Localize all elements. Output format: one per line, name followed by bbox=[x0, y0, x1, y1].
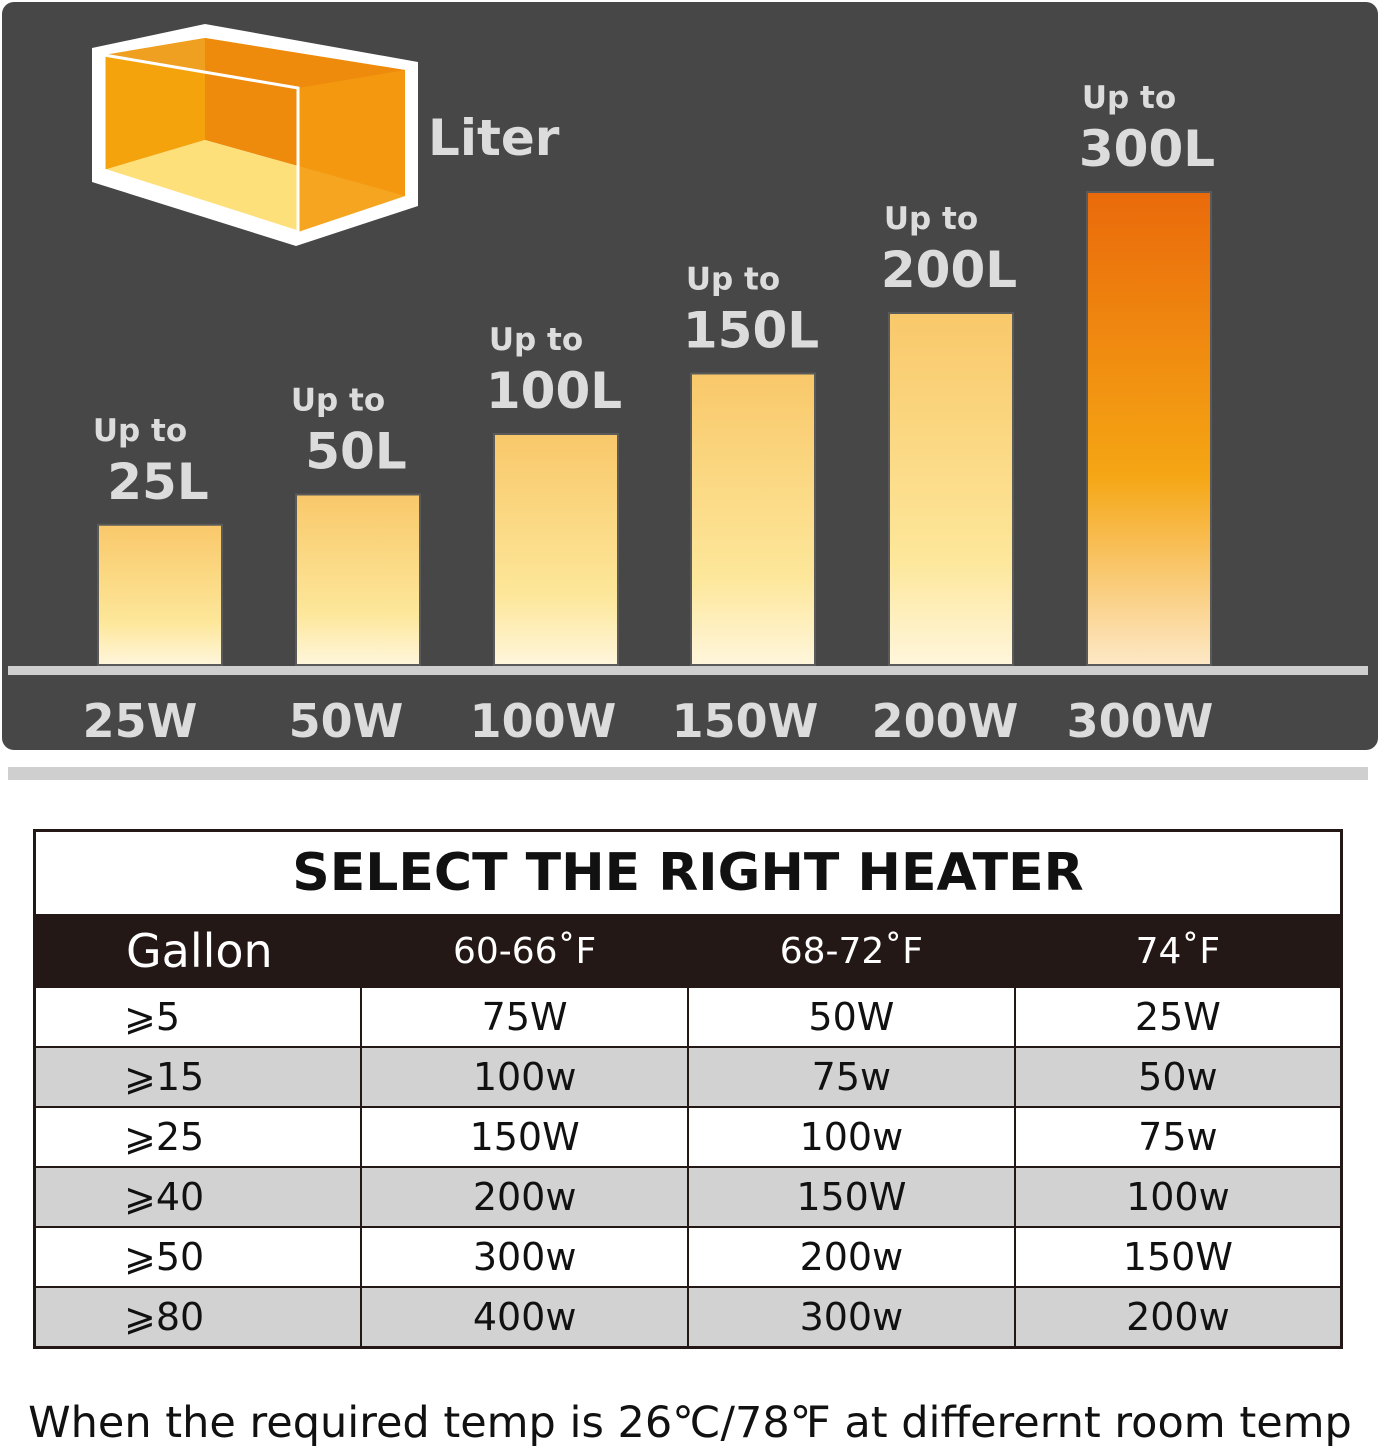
value-label: 100L bbox=[486, 362, 622, 420]
column-header: 74˚F bbox=[1013, 914, 1343, 988]
table-cell: 150W bbox=[1013, 1226, 1343, 1288]
bar bbox=[1086, 191, 1212, 666]
value-label: 25L bbox=[107, 453, 208, 511]
table-title: SELECT THE RIGHT HEATER bbox=[33, 829, 1343, 916]
table-row: ⩾25 150W 100w 75w bbox=[33, 1106, 1343, 1168]
column-header: 68-72˚F bbox=[687, 914, 1016, 988]
table-cell: ⩾25 bbox=[33, 1106, 363, 1168]
table-cell: 300w bbox=[360, 1226, 689, 1288]
value-prefix: Up to bbox=[93, 413, 187, 449]
x-tick-label: 200W bbox=[872, 694, 1019, 748]
table-cell: 200w bbox=[687, 1226, 1016, 1288]
value-prefix: Up to bbox=[291, 383, 385, 419]
separator bbox=[8, 767, 1368, 780]
table-row: ⩾50 300w 200w 150W bbox=[33, 1226, 1343, 1288]
table-row: ⩾80 400w 300w 200w bbox=[33, 1286, 1343, 1349]
x-tick-label: 150W bbox=[672, 694, 819, 748]
title-row: SELECT THE RIGHT HEATER bbox=[33, 829, 1343, 916]
footnote: When the required temp is 26℃/78℉ at dif… bbox=[28, 1398, 1352, 1448]
value-prefix: Up to bbox=[1082, 80, 1176, 116]
value-label: 50L bbox=[305, 423, 406, 481]
value-label: 150L bbox=[683, 302, 819, 360]
table-cell: 75w bbox=[687, 1046, 1016, 1108]
table-cell: ⩾80 bbox=[33, 1286, 363, 1349]
header-row: Gallon 60-66˚F 68-72˚F 74˚F bbox=[33, 914, 1343, 988]
table-cell: 150W bbox=[360, 1106, 689, 1168]
x-tick-label: 300W bbox=[1067, 694, 1214, 748]
x-tick-label: 25W bbox=[83, 694, 198, 748]
table-cell: 300w bbox=[687, 1286, 1016, 1349]
table-cell: ⩾50 bbox=[33, 1226, 363, 1288]
table-cell: 200w bbox=[1013, 1286, 1343, 1349]
bar bbox=[690, 372, 816, 666]
table-cell: 50W bbox=[687, 986, 1016, 1048]
table-cell: 100w bbox=[1013, 1166, 1343, 1228]
table-cell: 25W bbox=[1013, 986, 1343, 1048]
table-cell: 400w bbox=[360, 1286, 689, 1349]
value-prefix: Up to bbox=[489, 322, 583, 358]
table-cell: ⩾15 bbox=[33, 1046, 363, 1108]
bar bbox=[888, 312, 1014, 666]
table-row: ⩾5 75W 50W 25W bbox=[33, 986, 1343, 1048]
table-cell: 75w bbox=[1013, 1106, 1343, 1168]
table-cell: ⩾5 bbox=[33, 986, 363, 1048]
table-cell: 100w bbox=[360, 1046, 689, 1108]
bar bbox=[493, 433, 619, 666]
tank-icon bbox=[92, 24, 418, 246]
column-header: Gallon bbox=[33, 914, 363, 988]
table-row: ⩾40 200w 150W 100w bbox=[33, 1166, 1343, 1228]
table-cell: 75W bbox=[360, 986, 689, 1048]
table-cell: 50w bbox=[1013, 1046, 1343, 1108]
x-tick-label: 50W bbox=[289, 694, 404, 748]
unit-label: Liter bbox=[428, 109, 560, 167]
table-cell: 100w bbox=[687, 1106, 1016, 1168]
baseline bbox=[8, 666, 1368, 675]
table-cell: 150W bbox=[687, 1166, 1016, 1228]
table-cell: ⩾40 bbox=[33, 1166, 363, 1228]
table-row: ⩾15 100w 75w 50w bbox=[33, 1046, 1343, 1108]
bar bbox=[295, 493, 421, 666]
value-label: 300L bbox=[1079, 120, 1215, 178]
bar bbox=[97, 523, 223, 666]
value-prefix: Up to bbox=[884, 201, 978, 237]
column-header: 60-66˚F bbox=[360, 914, 689, 988]
value-label: 200L bbox=[881, 241, 1017, 299]
x-tick-label: 100W bbox=[470, 694, 617, 748]
chart: Liter Up to 25L 25W Up to 50L 50W Up to 100L 100… bbox=[2, 2, 1378, 750]
table-cell: 200w bbox=[360, 1166, 689, 1228]
value-prefix: Up to bbox=[686, 262, 780, 298]
heater-table: SELECT THE RIGHT HEATER Gallon 60-66˚F 68-7… bbox=[33, 829, 1343, 1349]
